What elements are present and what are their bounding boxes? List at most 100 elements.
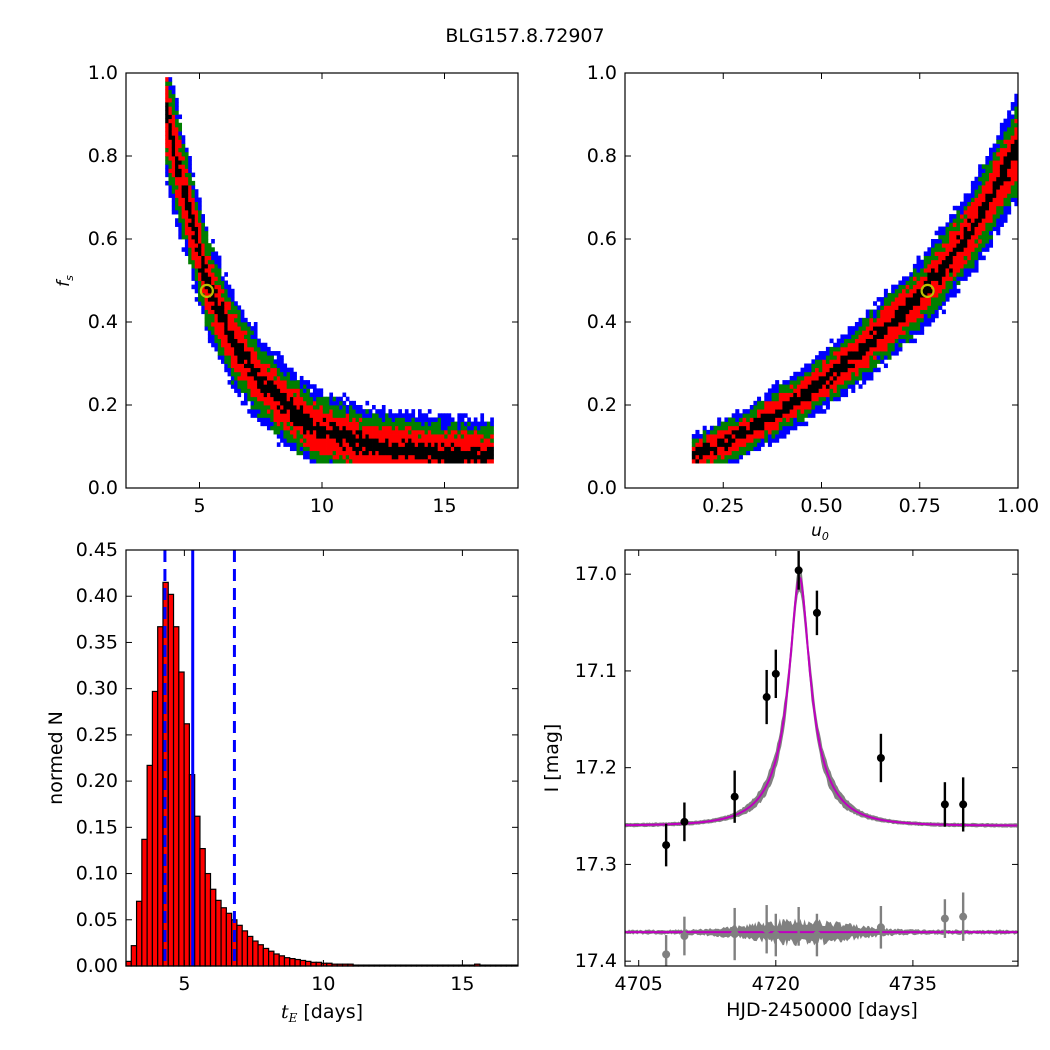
density-cell: [822, 396, 827, 402]
density-cell: [188, 226, 192, 232]
density-cell: [355, 409, 360, 414]
density-cell: [335, 442, 340, 447]
density-cell: [447, 434, 452, 439]
density-cell: [286, 375, 291, 381]
density-cell: [329, 442, 334, 447]
density-cell: [280, 434, 284, 439]
density-cell: [822, 359, 827, 364]
density-cell: [178, 168, 183, 173]
density-cell: [306, 421, 311, 427]
density-cell: [276, 355, 281, 360]
density-cell: [477, 442, 481, 447]
density-cell: [184, 172, 189, 178]
density-cell: [818, 384, 823, 389]
density-cell: [266, 367, 271, 373]
density-cell: [916, 317, 921, 323]
density-cell: [742, 421, 747, 427]
density-cell: [945, 243, 950, 248]
density-cell: [322, 446, 327, 452]
density-cell: [804, 396, 809, 402]
density-cell: [851, 342, 856, 348]
density-cell: [365, 458, 370, 464]
density-cell: [355, 434, 360, 439]
density-cell: [175, 193, 179, 198]
density-cell: [368, 446, 373, 452]
density-cell: [444, 413, 448, 418]
density-cell: [927, 317, 932, 323]
density-cell: [237, 338, 242, 344]
density-cell: [303, 396, 307, 402]
density-cell: [735, 458, 740, 464]
density-cell: [822, 367, 827, 373]
density-cell: [807, 375, 812, 381]
density-cell: [214, 342, 219, 348]
density-cell: [178, 226, 183, 232]
density-cell: [916, 326, 921, 331]
density-cell: [985, 214, 990, 219]
density-cell: [934, 255, 939, 261]
density-cell: [457, 417, 462, 422]
density-cell: [938, 305, 943, 310]
density-cell: [470, 425, 475, 431]
density-cell: [985, 168, 990, 173]
density-cell: [188, 189, 192, 194]
density-cell: [1010, 160, 1015, 165]
density-cell: [408, 458, 412, 464]
density-cell: [168, 89, 173, 95]
density-cell: [171, 185, 176, 190]
density-cell: [978, 222, 983, 227]
density-cell: [989, 243, 994, 248]
density-cell: [956, 209, 961, 215]
density-cell: [312, 454, 317, 460]
density-cell: [811, 396, 816, 402]
density-cell: [731, 421, 736, 427]
density-cell: [470, 442, 475, 447]
density-cell: [198, 259, 202, 265]
density-cell: [923, 313, 928, 319]
density-cell: [945, 263, 950, 269]
density-cell: [381, 434, 386, 439]
density-cell: [486, 446, 491, 452]
density-cell: [480, 446, 485, 452]
density-cell: [691, 434, 696, 439]
density-cell: [181, 234, 186, 240]
density-cell: [920, 317, 925, 323]
density-cell: [227, 351, 232, 356]
density-cell: [796, 400, 801, 406]
density-cell: [949, 218, 954, 223]
density-cell: [796, 421, 801, 427]
density-cell: [434, 458, 439, 464]
density-cell: [253, 388, 258, 393]
density-cell: [345, 438, 350, 443]
density-cell: [217, 351, 222, 356]
density-cell: [999, 139, 1004, 144]
density-cell: [804, 380, 809, 385]
density-cell: [992, 189, 997, 194]
density-cell: [260, 355, 265, 360]
density-cell: [771, 405, 776, 410]
density-cell: [760, 417, 765, 422]
density-cell: [724, 442, 729, 447]
density-cell: [421, 434, 425, 439]
histogram-bar: [141, 838, 148, 967]
density-cell: [1014, 143, 1019, 149]
density-cell: [276, 371, 281, 377]
density-cell: [731, 438, 736, 443]
density-cell: [938, 230, 943, 236]
density-cell: [941, 226, 946, 232]
density-cell: [483, 446, 488, 452]
density-cell: [880, 317, 885, 323]
density-cell: [695, 458, 700, 464]
density-cell: [293, 392, 297, 398]
density-cell: [789, 421, 794, 427]
density-cell: [312, 450, 317, 456]
density-cell: [421, 425, 425, 431]
density-cell: [1003, 205, 1008, 211]
density-cell: [230, 351, 235, 356]
density-cell: [171, 189, 176, 194]
density-cell: [227, 297, 232, 302]
density-cell: [253, 400, 258, 406]
density-cell: [709, 450, 714, 456]
y-tick-label: 0.0: [587, 477, 617, 499]
density-cell: [829, 351, 834, 356]
